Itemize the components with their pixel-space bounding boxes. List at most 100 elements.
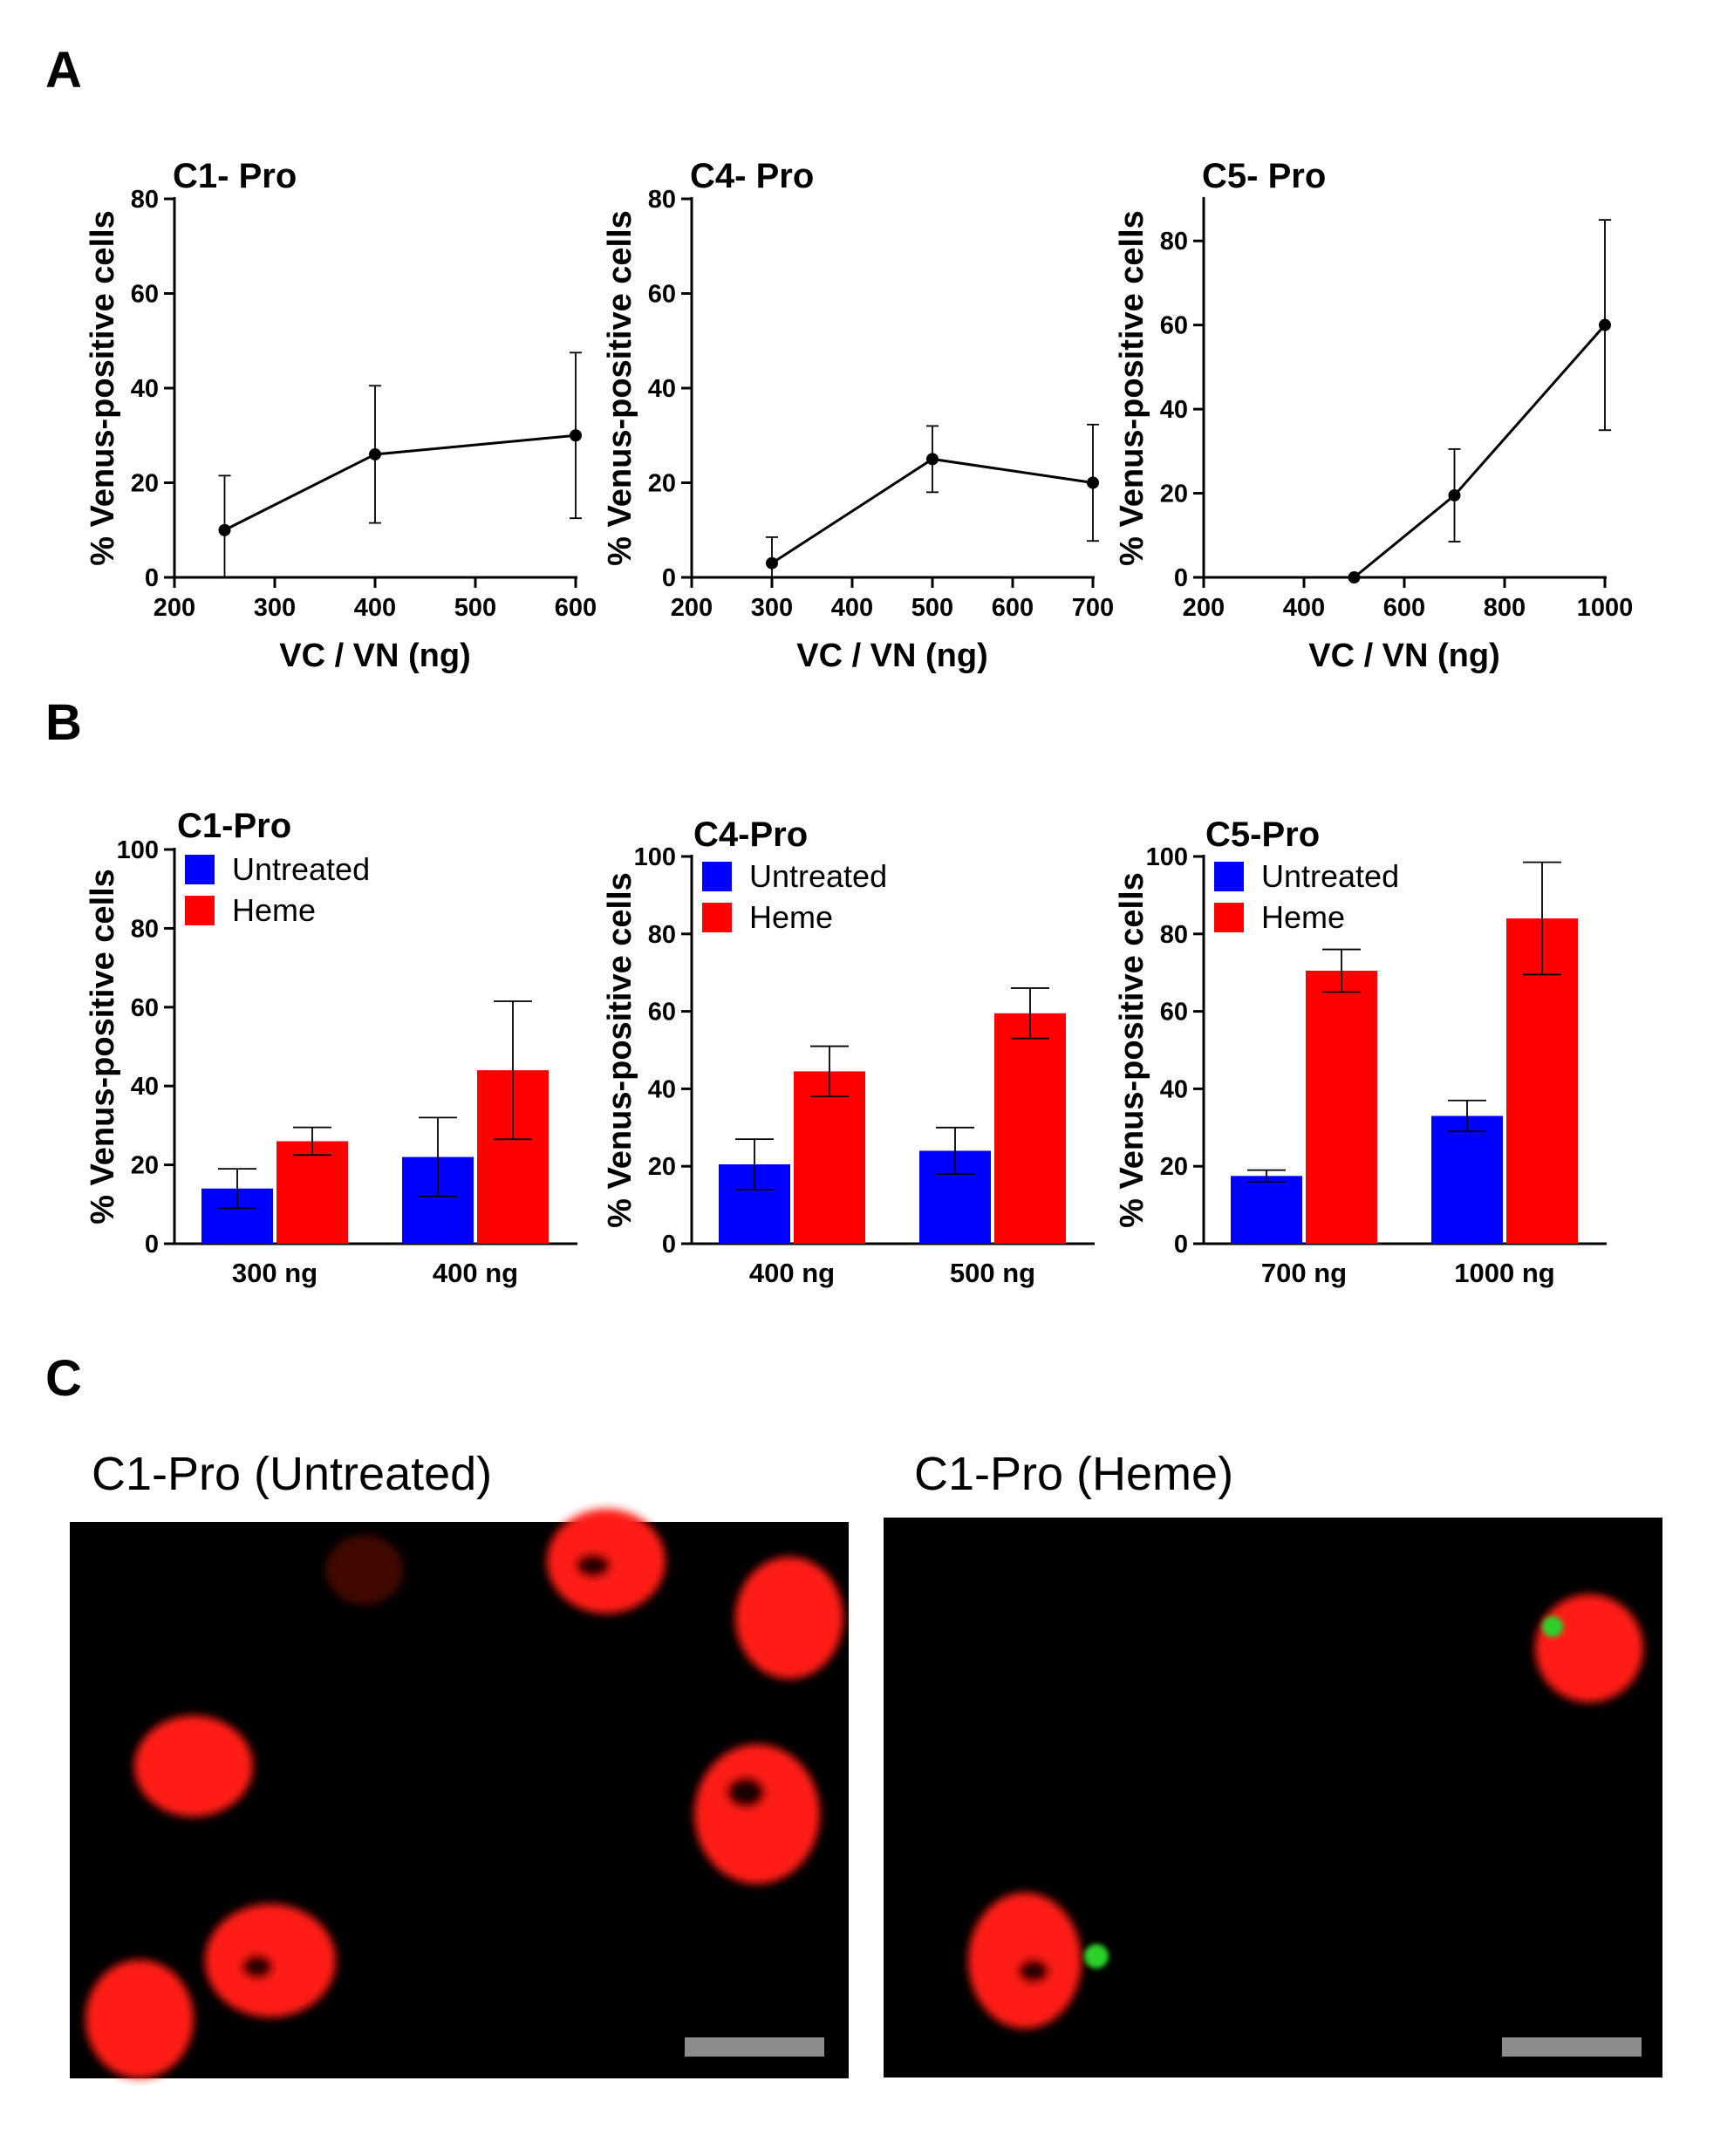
y-tick-label: 60 — [1160, 999, 1188, 1027]
y-tick-label: 0 — [145, 564, 159, 592]
micrograph-untreated — [70, 1509, 849, 2078]
legend-swatch-untreated — [185, 855, 215, 884]
series-line — [223, 433, 577, 532]
y-tick-label: 20 — [648, 1153, 676, 1181]
y-tick-label: 40 — [131, 375, 159, 403]
red-cell — [134, 1716, 253, 1817]
x-category-label: 1000 ng — [1454, 1258, 1554, 1288]
y-tick-label: 40 — [1160, 396, 1188, 424]
legend-label: Untreated — [749, 858, 887, 894]
x-tick-label: 400 — [1283, 594, 1325, 622]
y-tick-label: 40 — [1160, 1075, 1188, 1103]
bar-untreated — [1431, 1116, 1503, 1244]
line-chart-c5-pro: C5- Pro % Venus-positive cells 0 20 40 60 80 20… — [1114, 157, 1633, 674]
y-tick-label: 20 — [131, 1152, 159, 1180]
data-point — [926, 453, 939, 466]
bar-heme — [794, 1071, 865, 1244]
x-axis-label: VC / VN (ng) — [279, 638, 471, 674]
chart-title: C4-Pro — [693, 815, 808, 854]
y-tick-label: 100 — [1146, 843, 1188, 871]
x-tick-label: 300 — [751, 594, 793, 622]
venus-signal — [1084, 1944, 1109, 1968]
data-point — [218, 523, 231, 536]
x-category-label: 400 ng — [749, 1258, 835, 1288]
x-tick-label: 500 — [911, 594, 953, 622]
y-tick-label: 0 — [662, 1231, 676, 1259]
y-tick-label: 80 — [131, 915, 159, 943]
y-tick-label: 60 — [1160, 312, 1188, 340]
scale-bar — [685, 2037, 824, 2057]
chart-title: C1-Pro — [177, 807, 291, 845]
y-tick-label: 0 — [145, 1231, 159, 1259]
data-point — [1087, 476, 1099, 489]
x-category-label: 700 ng — [1261, 1258, 1347, 1288]
y-axis-label: % Venus-positive cells — [85, 210, 121, 566]
x-tick-label: 500 — [454, 594, 496, 622]
y-tick-label: 60 — [131, 994, 159, 1022]
line-chart-c4-pro: C4- Pro % Venus-positive cells 0 20 40 60 80 20… — [602, 157, 1114, 674]
y-tick-label: 80 — [131, 186, 159, 214]
bar-heme — [276, 1141, 348, 1244]
red-cell — [325, 1535, 404, 1605]
y-tick-label: 40 — [648, 1075, 676, 1103]
y-tick-label: 80 — [648, 186, 676, 214]
legend-swatch-untreated — [702, 862, 732, 891]
legend-label: Heme — [232, 892, 316, 928]
x-tick-label: 700 — [1072, 594, 1114, 622]
chart-title: C1- Pro — [173, 157, 297, 195]
y-tick-label: 40 — [131, 1073, 159, 1101]
x-tick-label: 600 — [555, 594, 597, 622]
y-axis-label: % Venus-positive cells — [1114, 210, 1150, 566]
y-tick-label: 60 — [131, 281, 159, 309]
bar-heme — [994, 1013, 1066, 1244]
y-tick-label: 100 — [634, 843, 676, 871]
x-axis-label: VC / VN (ng) — [1308, 638, 1500, 674]
legend-label: Untreated — [232, 851, 370, 887]
y-axis-label: % Venus-positive cells — [1114, 872, 1150, 1228]
bar-chart-c4-pro: C4-Pro % Venus-positive cells 0 20 40 60 80 100… — [602, 815, 1095, 1288]
bar-chart-c5-pro: C5-Pro % Venus-positive cells 0 20 40 60 80 100… — [1114, 815, 1607, 1288]
y-tick-label: 20 — [1160, 1153, 1188, 1181]
red-cell — [205, 1904, 336, 2017]
y-tick-label: 80 — [648, 921, 676, 949]
red-cell — [694, 1744, 820, 1884]
micrograph-title-untreated: C1-Pro (Untreated) — [92, 1448, 492, 1500]
data-point — [1348, 571, 1361, 583]
panel-letter-a: A — [45, 42, 82, 99]
x-axis-label: VC / VN (ng) — [796, 638, 988, 674]
x-tick-label: 300 — [254, 594, 296, 622]
data-point — [1448, 488, 1461, 501]
chart-title: C5-Pro — [1205, 815, 1320, 854]
data-point — [369, 447, 381, 461]
x-tick-label: 400 — [354, 594, 396, 622]
venus-signal — [1542, 1616, 1563, 1637]
x-tick-label: 200 — [671, 594, 713, 622]
micrograph-heme — [884, 1518, 1662, 2078]
y-tick-label: 40 — [648, 375, 676, 403]
y-tick-label: 80 — [1160, 228, 1188, 256]
x-tick-label: 600 — [1383, 594, 1425, 622]
y-axis-label: % Venus-positive cells — [602, 210, 638, 566]
y-axis-label: % Venus-positive cells — [85, 869, 121, 1225]
legend-label: Heme — [1261, 899, 1345, 935]
data-point — [1599, 318, 1611, 331]
x-tick-label: 200 — [154, 594, 195, 622]
panel-letter-b: B — [45, 694, 82, 751]
x-tick-label: 200 — [1183, 594, 1225, 622]
line-chart-c1-pro: C1- Pro % Venus-positive cells 0 20 40 60 80 20… — [85, 157, 597, 674]
data-point — [570, 429, 582, 442]
panel-letter-c: C — [45, 1350, 82, 1407]
legend-swatch-untreated — [1214, 862, 1244, 891]
x-category-label: 400 ng — [433, 1258, 518, 1288]
x-tick-label: 1000 — [1577, 594, 1634, 622]
y-tick-label: 0 — [1174, 564, 1188, 592]
bar-heme — [1306, 970, 1377, 1244]
legend-label: Heme — [749, 899, 833, 935]
series-line — [1353, 324, 1607, 579]
legend-swatch-heme — [185, 896, 215, 925]
red-cell — [968, 1893, 1082, 2029]
legend-swatch-heme — [1214, 903, 1244, 932]
x-category-label: 500 ng — [950, 1258, 1035, 1288]
y-axis-label: % Venus-positive cells — [602, 872, 638, 1228]
